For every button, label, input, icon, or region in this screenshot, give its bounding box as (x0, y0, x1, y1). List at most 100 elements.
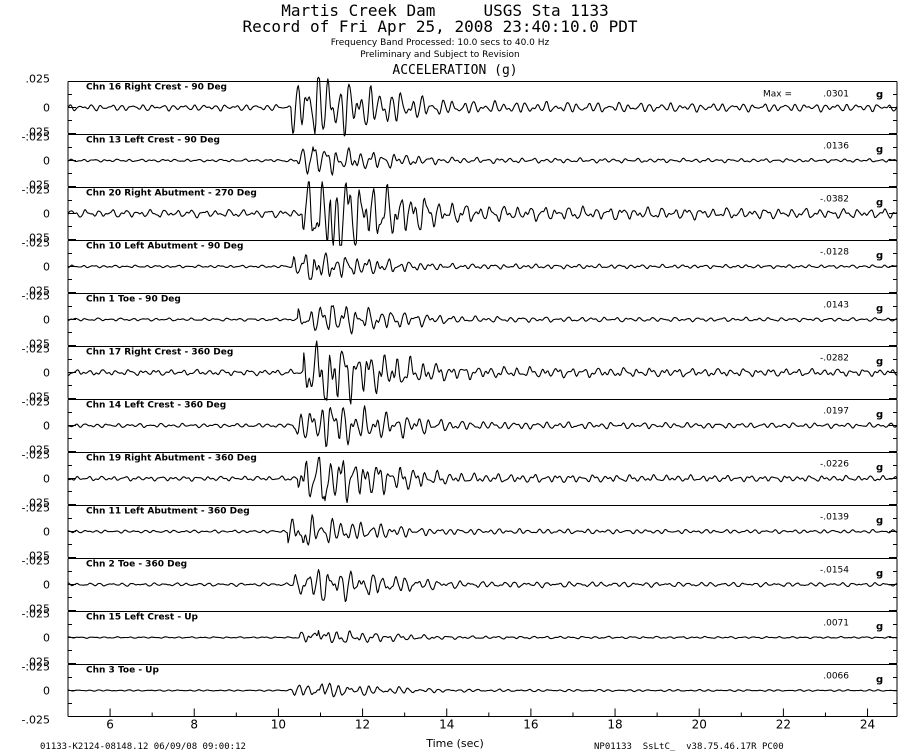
record-date: Record of Fri Apr 25, 2008 23:40:10.0 PD… (243, 17, 638, 36)
channel-trace (67, 76, 898, 137)
y-tick-label: -.025 (22, 184, 50, 197)
y-tick-label: .025 (26, 497, 51, 510)
channel-label: Chn 11 Left Abutment - 360 Deg (86, 507, 250, 517)
y-tick-label: -.025 (22, 608, 50, 621)
channel-max-value: .0143 (823, 301, 849, 311)
unit-label: g (876, 463, 883, 474)
x-tick-label: 22 (776, 718, 791, 732)
channel-label: Chn 3 Toe - Up (86, 666, 159, 676)
channel-label: Chn 1 Toe - 90 Deg (86, 295, 181, 305)
channel-label: Chn 17 Right Crest - 360 Deg (86, 348, 233, 358)
unit-label: g (876, 622, 883, 633)
channel-label: Chn 2 Toe - 360 Deg (86, 560, 187, 570)
channel-trace (67, 181, 898, 246)
unit-label: g (876, 251, 883, 262)
y-tick-label: .025 (26, 603, 51, 616)
figure-title: Martis Creek Dam USGS Sta 1133 (281, 1, 609, 20)
y-tick-label: 0 (43, 473, 50, 486)
x-tick-label: 8 (190, 718, 198, 732)
y-tick-label: 0 (43, 314, 50, 327)
channel-panel: .025 0 -.025 Chn 14 Left Crest - 360 Deg .01… (22, 391, 898, 462)
footer-record-id: 01133-K2124-08148.12 06/09/08 09:00:12 (40, 742, 246, 752)
unit-label: g (876, 145, 883, 156)
max-prefix: Max = (763, 90, 792, 100)
y-tick-label: 0 (43, 632, 50, 645)
channel-label: Chn 16 Right Crest - 90 Deg (86, 83, 227, 93)
unit-label: g (876, 304, 883, 315)
channel-trace (67, 629, 898, 644)
y-tick-label: 0 (43, 102, 50, 115)
frequency-band-note: Frequency Band Processed: 10.0 secs to 4… (331, 38, 550, 48)
unit-label: g (876, 516, 883, 527)
y-tick-label: .025 (26, 232, 51, 245)
y-tick-label: -.025 (22, 131, 50, 144)
panel-heading: ACCELERATION (g) (392, 63, 517, 78)
channel-max-value: -.0139 (820, 513, 849, 523)
channel-max-value: -.0382 (820, 195, 849, 205)
channel-trace (67, 456, 898, 504)
time-axis: 6 8 10 12 14 16 18 20 22 24 (67, 708, 897, 732)
channel-max-value: -.0154 (820, 566, 849, 576)
channel-max-value: .0066 (823, 672, 849, 682)
y-tick-label: -.025 (22, 396, 50, 409)
x-tick-label: 24 (860, 718, 875, 732)
channel-trace (67, 514, 898, 546)
channel-trace (67, 305, 898, 335)
channel-label: Chn 14 Left Crest - 360 Deg (86, 401, 226, 411)
y-tick-label: -.025 (22, 502, 50, 515)
channel-trace (67, 340, 898, 405)
y-tick-label: .025 (26, 656, 51, 669)
y-tick-label: .025 (26, 73, 51, 86)
y-tick-label: 0 (43, 526, 50, 539)
channel-label: Chn 20 Right Abutment - 270 Deg (86, 189, 257, 199)
channel-panel: .025 0 -.025 Chn 16 Right Crest - 90 Deg Max… (22, 73, 898, 144)
channel-trace (67, 682, 898, 698)
channel-max-value: -.0282 (820, 354, 849, 364)
y-tick-label: .025 (26, 285, 51, 298)
x-tick-label: 20 (692, 718, 707, 732)
x-tick-label: 6 (106, 718, 114, 732)
unit-label: g (876, 90, 883, 101)
channel-panel: .025 0 -.025 Chn 15 Left Crest - Up .0071 g (22, 603, 898, 674)
y-tick-label: 0 (43, 208, 50, 221)
y-tick-label: 0 (43, 367, 50, 380)
channel-max-value: -.0128 (820, 248, 849, 258)
y-tick-label: -.025 (22, 714, 50, 727)
channel-panel: .025 0 -.025 Chn 1 Toe - 90 Deg .0143 g (22, 285, 898, 356)
y-tick-label: -.025 (22, 449, 50, 462)
channel-max-value: .0071 (823, 619, 849, 629)
channel-trace (67, 146, 898, 176)
y-tick-label: -.025 (22, 343, 50, 356)
x-tick-label: 16 (523, 718, 538, 732)
y-tick-label: .025 (26, 550, 51, 563)
y-tick-label: 0 (43, 261, 50, 274)
y-tick-label: 0 (43, 685, 50, 698)
channel-panel: .025 0 -.025 Chn 11 Left Abutment - 360 Deg… (22, 497, 898, 568)
channel-panel: .025 0 -.025 Chn 20 Right Abutment - 270 De… (22, 179, 898, 250)
footer-processing-id: NP01133 SsLtC_ v38.75.46.17R PC00 (594, 742, 784, 752)
preliminary-note: Preliminary and Subject to Revision (360, 50, 520, 60)
y-tick-label: .025 (26, 444, 51, 457)
channel-panel: .025 0 -.025 Chn 17 Right Crest - 360 Deg -.… (22, 338, 898, 409)
unit-label: g (876, 198, 883, 209)
y-tick-label: -.025 (22, 290, 50, 303)
channel-max-value: -.0226 (820, 460, 849, 470)
y-tick-label: 0 (43, 579, 50, 592)
y-tick-label: 0 (43, 420, 50, 433)
unit-label: g (876, 675, 883, 686)
channel-panel: .025 0 -.025 Chn 13 Left Crest - 90 Deg .013… (22, 126, 898, 197)
channel-max-value: .0197 (823, 407, 849, 417)
channel-panels: .025 0 -.025 Chn 16 Right Crest - 90 Deg Max… (22, 73, 898, 727)
x-tick-label: 14 (439, 718, 454, 732)
y-tick-label: .025 (26, 179, 51, 192)
unit-label: g (876, 410, 883, 421)
unit-label: g (876, 357, 883, 368)
channel-label: Chn 19 Right Abutment - 360 Deg (86, 454, 257, 464)
unit-label: g (876, 569, 883, 580)
y-tick-label: -.025 (22, 237, 50, 250)
channel-panel: .025 0 -.025 Chn 2 Toe - 360 Deg -.0154 g (22, 550, 898, 621)
y-tick-label: .025 (26, 391, 51, 404)
x-tick-label: 10 (271, 718, 286, 732)
channel-trace (67, 405, 898, 448)
channel-panel: .025 0 -.025 Chn 10 Left Abutment - 90 Deg -… (22, 232, 898, 303)
